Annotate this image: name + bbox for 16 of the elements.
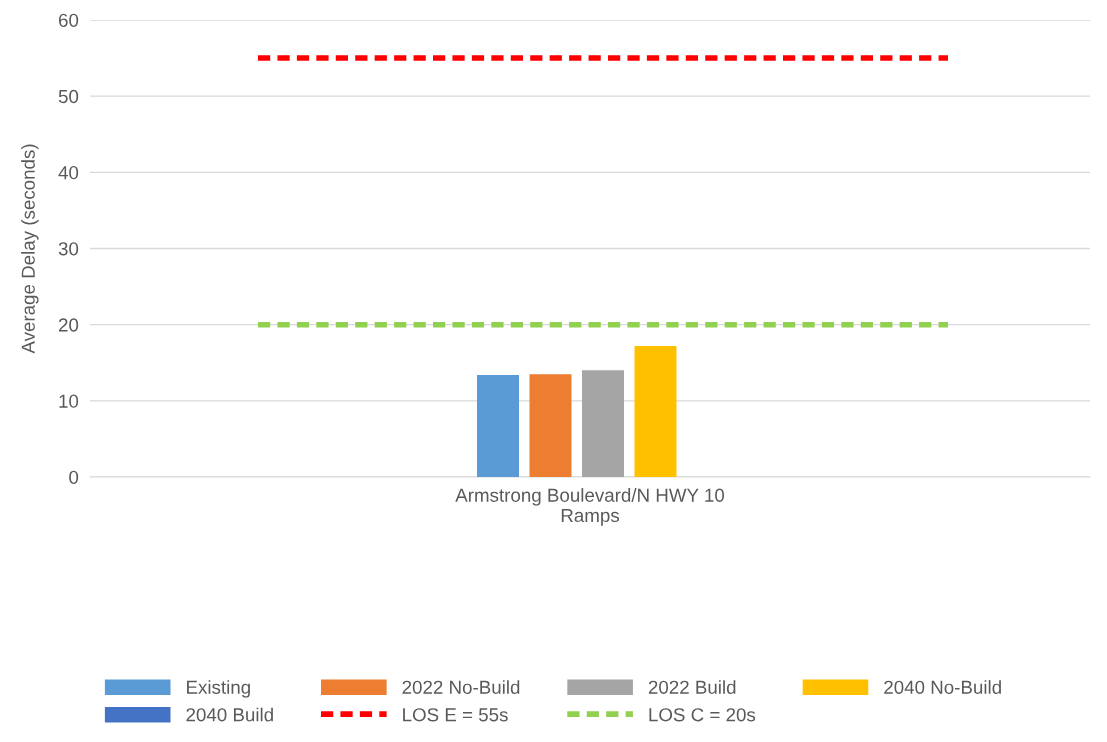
x-tick-label: Armstrong Boulevard/N HWY 10 Ramps xyxy=(455,488,725,526)
y-tick-label: 40 xyxy=(58,166,79,180)
legend-label: 2040 No-Build xyxy=(884,680,1001,694)
legend-label: 2022 No-Build xyxy=(402,680,520,694)
legend-label: LOS C = 20s xyxy=(649,708,756,722)
legend-label: 2040 Build xyxy=(186,707,273,722)
legend-label: LOS E = 55s xyxy=(403,708,508,722)
legend-label: Existing xyxy=(187,680,250,698)
y-tick-label: 0 xyxy=(69,470,79,484)
y-tick-label: 10 xyxy=(59,394,79,408)
y-tick-label: 20 xyxy=(58,318,79,332)
y-tick-label: 60 xyxy=(58,13,79,27)
y-axis-title: Average Delay (seconds) xyxy=(21,144,39,354)
y-tick-label: 50 xyxy=(58,89,79,104)
legend-label: 2022 Build xyxy=(648,680,736,694)
y-tick-label: 30 xyxy=(58,242,79,256)
